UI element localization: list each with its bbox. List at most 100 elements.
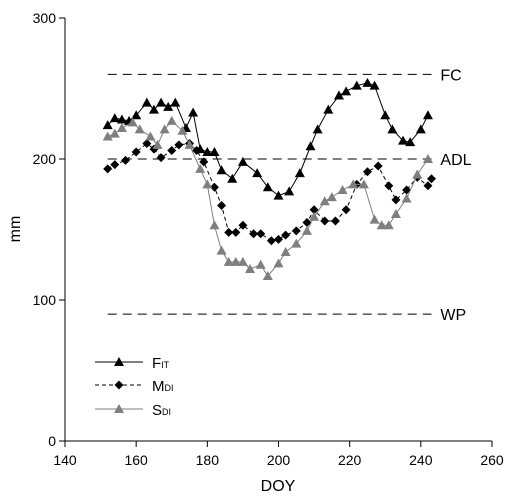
y-axis-label: mm	[7, 216, 24, 243]
y-tick-label: 100	[33, 292, 57, 308]
legend-marker-fit	[114, 357, 124, 366]
data-point-fit	[156, 97, 167, 107]
data-point-fit	[102, 120, 113, 130]
data-point-mdi	[330, 216, 340, 226]
data-point-fit	[380, 110, 391, 120]
data-point-sdi	[309, 211, 320, 221]
data-point-fit	[387, 124, 398, 134]
data-point-fit	[252, 168, 263, 178]
data-point-mdi	[266, 236, 276, 246]
legend-label-sub: IT	[161, 360, 170, 370]
data-point-sdi	[159, 124, 170, 134]
data-point-fit	[422, 110, 433, 120]
data-point-sdi	[390, 208, 401, 218]
data-point-mdi	[231, 227, 241, 237]
reference-label-wp: WP	[440, 307, 466, 324]
data-point-mdi	[238, 220, 248, 230]
data-point-mdi	[274, 234, 283, 244]
data-point-mdi	[110, 160, 120, 170]
x-axis-label: DOY	[261, 478, 296, 495]
data-point-sdi	[223, 256, 234, 266]
series-line-fit	[107, 82, 429, 197]
data-point-fit	[341, 86, 352, 96]
reference-label-adl: ADL	[440, 152, 471, 169]
data-point-sdi	[291, 238, 302, 248]
data-point-fit	[312, 124, 323, 134]
x-tick-label: 260	[480, 452, 504, 468]
data-point-sdi	[195, 163, 206, 173]
data-point-sdi	[326, 192, 337, 202]
data-point-sdi	[301, 225, 312, 235]
data-point-mdi	[199, 157, 209, 167]
data-point-fit	[262, 182, 273, 192]
data-point-sdi	[273, 258, 284, 268]
data-point-fit	[141, 97, 152, 107]
data-point-fit	[209, 146, 220, 156]
data-point-mdi	[373, 161, 383, 171]
data-point-mdi	[209, 182, 219, 192]
data-point-sdi	[216, 245, 227, 255]
data-point-fit	[163, 101, 174, 111]
x-axis-ticks: 140 160 180 200 220 240 260	[53, 441, 504, 468]
x-tick-label: 220	[338, 452, 362, 468]
data-point-mdi	[167, 146, 177, 156]
data-point-mdi	[192, 146, 202, 156]
data-point-fit	[227, 173, 238, 183]
data-point-sdi	[127, 117, 138, 127]
legend-label-sub: DI	[165, 383, 174, 393]
data-point-sdi	[134, 124, 145, 134]
x-tick-label: 140	[53, 452, 77, 468]
data-point-mdi	[103, 164, 113, 174]
data-point-mdi	[156, 153, 166, 163]
legend-label-main: F	[152, 355, 161, 372]
data-point-mdi	[217, 201, 227, 211]
data-point-fit	[369, 80, 380, 90]
data-point-fit	[294, 168, 305, 178]
data-point-sdi	[422, 154, 433, 163]
data-point-fit	[362, 77, 373, 87]
y-tick-label: 300	[33, 10, 57, 26]
data-point-fit	[284, 186, 295, 196]
data-point-fit	[333, 90, 344, 100]
data-point-fit	[273, 190, 284, 200]
data-point-sdi	[262, 271, 273, 281]
series-mdi	[103, 138, 437, 246]
legend-marker-mdi	[114, 380, 124, 390]
data-point-fit	[405, 137, 416, 147]
legend-label-main: M	[152, 378, 165, 395]
data-point-mdi	[309, 205, 319, 215]
data-point-mdi	[131, 147, 141, 157]
data-point-mdi	[224, 227, 234, 237]
data-point-mdi	[391, 195, 401, 205]
data-point-sdi	[166, 115, 177, 125]
data-point-fit	[216, 165, 227, 175]
data-point-sdi	[177, 125, 188, 135]
legend-marker-sdi	[114, 404, 124, 413]
data-point-sdi	[337, 185, 348, 195]
data-point-sdi	[237, 256, 248, 266]
data-point-sdi	[202, 179, 213, 189]
data-point-fit	[351, 80, 362, 90]
data-point-mdi	[291, 226, 301, 236]
data-point-fit	[305, 141, 316, 151]
data-point-sdi	[376, 220, 387, 230]
series-sdi	[102, 115, 433, 281]
data-point-fit	[131, 110, 142, 120]
legend-label-sdi: SDI	[152, 402, 171, 419]
data-point-sdi	[348, 179, 359, 189]
data-point-fit	[398, 135, 409, 145]
data-point-mdi	[341, 205, 351, 215]
data-point-sdi	[245, 263, 256, 273]
legend-label-sub: DI	[162, 407, 171, 417]
data-point-sdi	[280, 247, 291, 257]
data-point-mdi	[142, 138, 152, 148]
data-point-mdi	[281, 230, 291, 240]
data-point-fit	[202, 146, 213, 156]
data-point-sdi	[369, 214, 380, 224]
data-point-mdi	[256, 229, 266, 239]
data-point-mdi	[427, 174, 437, 184]
reference-label-fc: FC	[440, 67, 461, 84]
data-point-sdi	[401, 193, 412, 203]
